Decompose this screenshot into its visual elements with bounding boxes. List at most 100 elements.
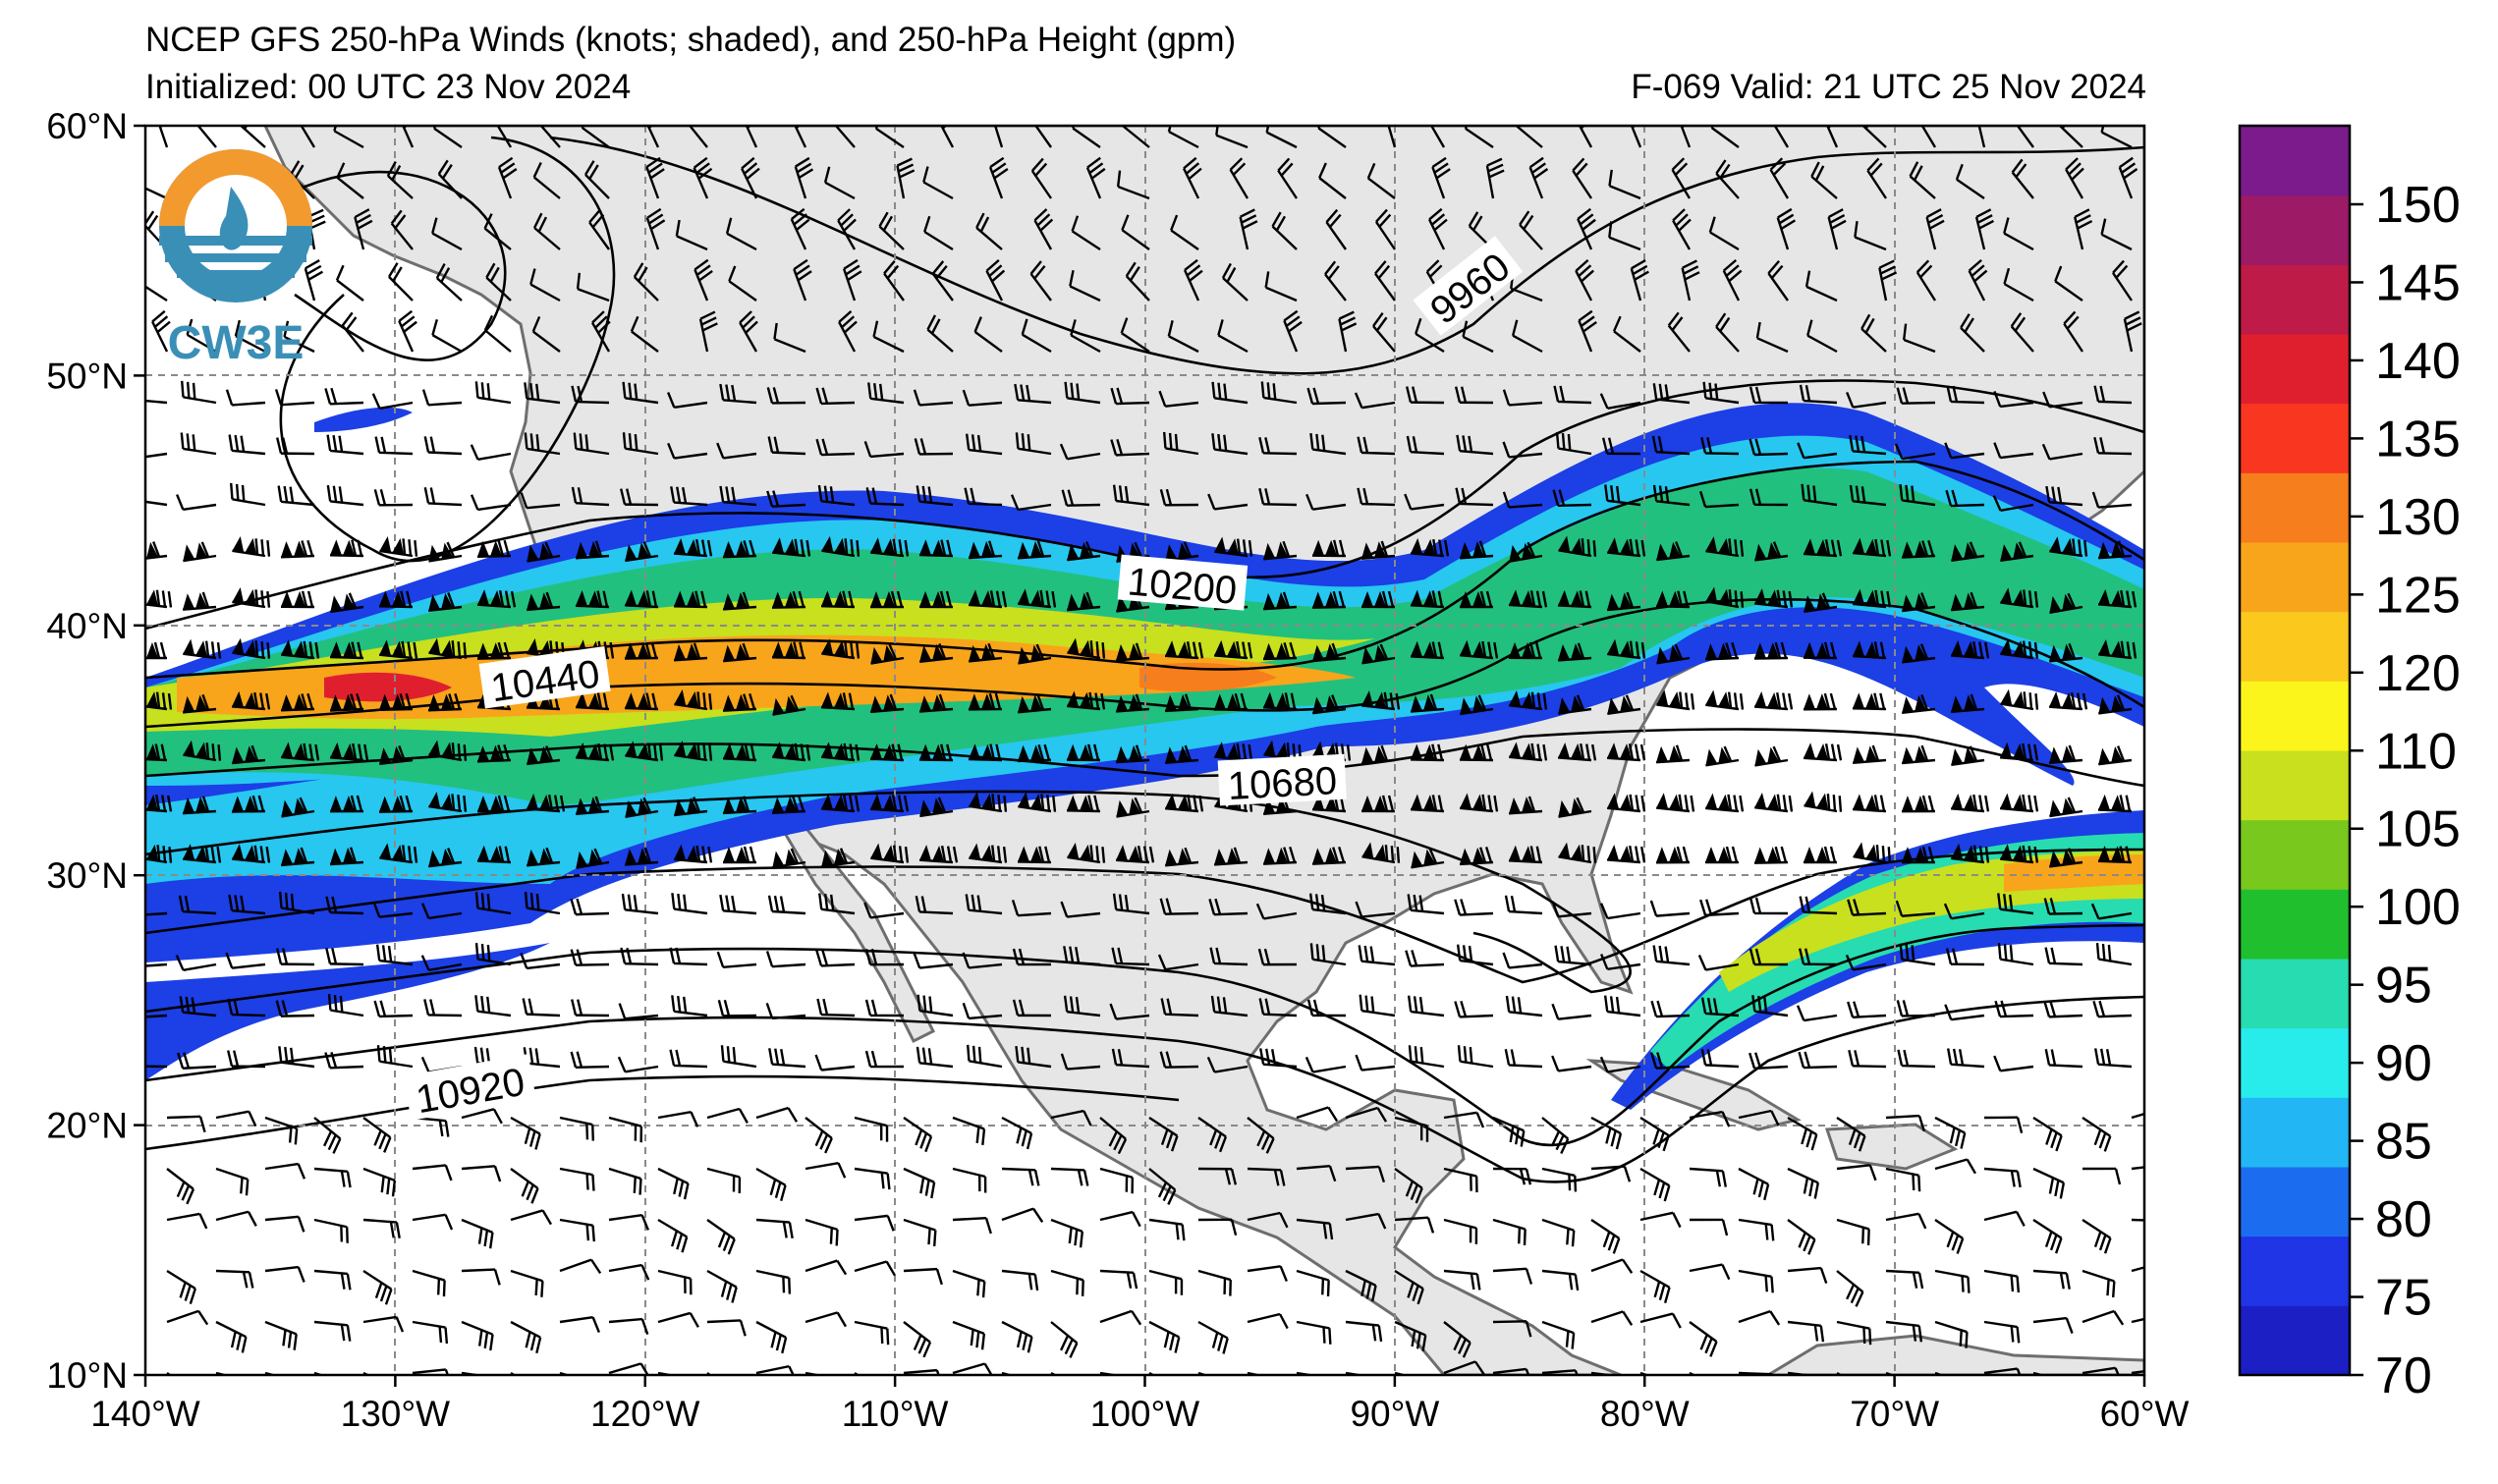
wind-barb bbox=[755, 1218, 794, 1239]
wind-barb bbox=[1148, 1218, 1186, 1241]
wind-barb bbox=[671, 893, 708, 915]
wind-barb bbox=[1312, 694, 1347, 715]
lon-tick-label: 100°W bbox=[1090, 1394, 1200, 1434]
wind-barb bbox=[975, 212, 1003, 250]
wind-barb bbox=[1852, 640, 1887, 660]
wind-barb bbox=[476, 743, 512, 763]
wind-barb bbox=[706, 1269, 738, 1303]
wind-barb bbox=[461, 1108, 503, 1125]
wind-barb bbox=[559, 1167, 595, 1191]
colorbar-tick-label: 120 bbox=[2375, 645, 2461, 702]
wind-barb bbox=[870, 693, 905, 714]
wind-barb bbox=[1803, 692, 1838, 711]
wind-barb bbox=[2044, 947, 2083, 966]
wind-barb bbox=[1604, 484, 1641, 507]
colorbar-tick-label: 135 bbox=[2375, 411, 2461, 467]
wind-barb bbox=[296, 126, 316, 148]
wind-barb bbox=[1558, 642, 1592, 662]
wind-barb bbox=[952, 1116, 986, 1146]
wind-barb bbox=[428, 848, 463, 868]
wind-barb bbox=[362, 1218, 401, 1238]
wind-barb bbox=[476, 641, 512, 660]
colorbar-tick-label: 110 bbox=[2375, 723, 2457, 780]
wind-barb bbox=[1001, 1207, 1044, 1223]
wind-barb bbox=[1894, 443, 1936, 461]
wind-barb bbox=[1885, 1269, 1924, 1290]
wind-barb bbox=[818, 893, 856, 915]
wind-barb bbox=[1345, 1212, 1387, 1230]
wind-barb bbox=[1410, 743, 1445, 762]
wind-barb bbox=[1551, 1003, 1592, 1020]
wind-barb bbox=[1165, 847, 1199, 867]
wind-barb bbox=[698, 310, 718, 353]
wind-barb bbox=[870, 537, 910, 558]
wind-barb bbox=[1050, 1167, 1089, 1186]
wind-barb bbox=[474, 381, 512, 405]
wind-barb bbox=[719, 383, 757, 405]
wind-barb bbox=[527, 794, 566, 813]
wind-barb bbox=[2049, 536, 2088, 558]
wind-barb bbox=[524, 382, 561, 405]
wind-barb bbox=[575, 589, 610, 609]
wind-barb bbox=[2092, 1000, 2133, 1018]
wind-barb bbox=[179, 996, 217, 1017]
wind-barb bbox=[1558, 797, 1592, 818]
wind-barb bbox=[1018, 643, 1052, 665]
wind-barb bbox=[1705, 586, 1745, 609]
wind-barb bbox=[2049, 642, 2083, 663]
wind-barb bbox=[1672, 208, 1692, 250]
wind-barb bbox=[625, 541, 659, 563]
colorbar-swatch bbox=[2240, 1027, 2350, 1098]
wind-barb bbox=[145, 485, 168, 507]
wind-barb bbox=[1599, 393, 1641, 411]
wind-barb bbox=[1457, 1045, 1494, 1069]
wind-barb bbox=[373, 489, 414, 507]
wind-barb bbox=[154, 126, 175, 148]
wind-barb bbox=[2044, 1049, 2083, 1069]
wind-barb bbox=[398, 309, 417, 353]
wind-barb bbox=[1753, 846, 1789, 864]
colorbar-tick-label: 105 bbox=[2375, 801, 2461, 858]
wind-barb bbox=[1366, 162, 1396, 199]
wind-barb bbox=[1508, 641, 1543, 660]
wind-barb bbox=[281, 639, 320, 660]
wind-barb bbox=[1247, 1117, 1275, 1154]
wind-barb bbox=[1454, 1000, 1494, 1018]
wind-barb bbox=[1411, 848, 1445, 869]
wind-barb bbox=[264, 1320, 298, 1350]
lat-tick-label: 50°N bbox=[46, 356, 128, 396]
wind-barb bbox=[1257, 948, 1298, 966]
wind-barb bbox=[145, 641, 168, 660]
wind-barb bbox=[1607, 793, 1646, 813]
wind-barb bbox=[2049, 797, 2083, 818]
wind-barb bbox=[1211, 433, 1249, 456]
wind-barb bbox=[1552, 489, 1592, 507]
wind-barb bbox=[1849, 434, 1887, 456]
wind-barb bbox=[510, 1371, 540, 1375]
wind-barb bbox=[821, 535, 860, 558]
wind-barb bbox=[821, 742, 860, 762]
wind-barb bbox=[1722, 258, 1743, 302]
wind-barb bbox=[1405, 950, 1445, 967]
wind-barb bbox=[1508, 845, 1543, 864]
wind-barb bbox=[2098, 639, 2137, 660]
wind-barb bbox=[1443, 1218, 1478, 1244]
wind-barb bbox=[625, 847, 659, 866]
wind-barb bbox=[1787, 1320, 1825, 1343]
wind-barb bbox=[2082, 1309, 2125, 1326]
wind-barb bbox=[815, 387, 856, 406]
wind-barb bbox=[1590, 1116, 1623, 1150]
wind-barb bbox=[1847, 1001, 1887, 1018]
wind-barb bbox=[182, 796, 217, 815]
wind-barb bbox=[693, 156, 713, 199]
wind-barb bbox=[281, 797, 315, 818]
wind-barb bbox=[330, 592, 364, 614]
wind-barb bbox=[1607, 694, 1641, 715]
wind-barb bbox=[1749, 488, 1789, 507]
wind-barb bbox=[973, 316, 1003, 353]
wind-barb bbox=[183, 693, 217, 714]
wind-barb bbox=[918, 539, 954, 558]
wind-barb bbox=[1069, 270, 1101, 302]
wind-barb bbox=[1925, 208, 1945, 250]
wind-barb bbox=[280, 692, 315, 712]
